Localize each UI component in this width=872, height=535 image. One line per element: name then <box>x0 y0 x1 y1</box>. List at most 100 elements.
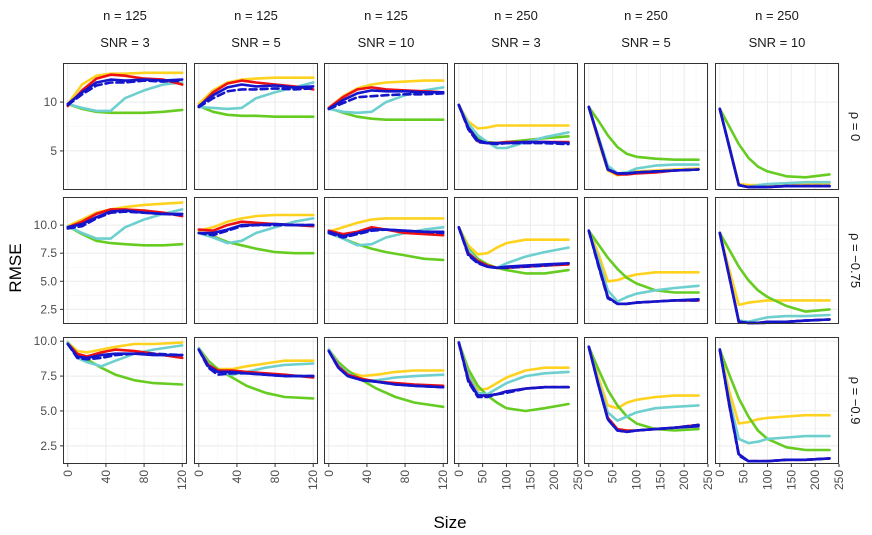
series-line-yellow <box>718 231 831 307</box>
series-line-blue <box>587 345 700 434</box>
panel-border <box>454 337 578 464</box>
facet-strips: n = 125 SNR = 3 n = 125 SNR = 5 n = 125 SNR =… <box>100 8 863 424</box>
series-line-blue <box>66 209 184 229</box>
series-line-blue <box>718 107 831 189</box>
series-line-blue-dashed <box>197 87 315 109</box>
series-line-blue <box>66 78 184 106</box>
facet-col-n-label: n = 125 <box>103 8 147 23</box>
series-line-blue <box>587 105 700 175</box>
facet-col-n-label: n = 250 <box>494 8 538 23</box>
facet-panel <box>63 337 187 464</box>
facet-panel <box>454 63 579 190</box>
panel-border <box>194 197 318 324</box>
y-tick-label: 7.5 <box>40 246 57 260</box>
series-line-cyan <box>457 103 570 150</box>
series-line-yellow <box>66 341 184 354</box>
series-line-cyan <box>66 81 184 113</box>
x-tick-label: 100 <box>499 470 513 490</box>
x-tick-label: 0 <box>192 470 206 477</box>
x-tick-label: 150 <box>653 470 667 490</box>
facet-panel <box>194 197 318 324</box>
x-tick-label: 40 <box>99 470 113 484</box>
x-axis-title: Size <box>433 513 466 532</box>
x-tick-label: 80 <box>137 470 151 484</box>
panel-border <box>584 337 708 464</box>
series-line-yellow <box>457 226 570 256</box>
series-line-yellow <box>66 71 184 106</box>
series-line-cyan <box>197 217 315 245</box>
series-line-green <box>587 105 700 161</box>
facet-panel <box>63 63 187 190</box>
facet-panel <box>194 337 318 464</box>
panel-background <box>715 197 839 324</box>
series-line-green <box>718 231 831 313</box>
x-tick-label: 0 <box>61 470 75 477</box>
x-tick-label: 100 <box>760 470 774 490</box>
series-line-yellow <box>587 345 700 410</box>
series-line-blue-dashed <box>327 92 445 111</box>
facet-panel <box>584 197 709 324</box>
panel-background <box>454 337 578 464</box>
x-tick-label: 40 <box>230 470 244 484</box>
x-tick-label: 100 <box>629 470 643 490</box>
series-line-blue <box>197 83 315 108</box>
x-tick-label: 120 <box>175 470 189 490</box>
x-tick-label: 0 <box>582 470 596 477</box>
x-tick-label: 150 <box>523 470 537 490</box>
facet-col-n-label: n = 125 <box>364 8 408 23</box>
series-line-green <box>197 104 315 118</box>
series-line-blue <box>457 226 570 270</box>
facet-col-snr-label: SNR = 5 <box>231 35 281 50</box>
facet-panel <box>324 337 448 464</box>
panel-border <box>715 63 839 190</box>
panel-border <box>194 63 318 190</box>
facet-panel <box>194 63 318 190</box>
x-tick-label: 200 <box>547 470 561 490</box>
x-tick-label: 250 <box>701 470 715 490</box>
facet-panel <box>715 63 840 190</box>
series-line-blue <box>197 222 315 235</box>
facet-col-snr-label: SNR = 3 <box>100 35 150 50</box>
series-line-yellow <box>327 217 445 234</box>
series-line-cyan <box>587 229 700 303</box>
y-tick-label: 7.5 <box>40 369 57 383</box>
panel-border <box>324 63 448 190</box>
panel-border <box>63 197 187 324</box>
series-line-cyan <box>457 341 570 396</box>
series-line-blue <box>718 231 831 325</box>
series-line-blue <box>457 103 570 145</box>
series-line-blue <box>197 348 315 378</box>
facet-panel <box>454 197 579 324</box>
facet-col-snr-label: SNR = 5 <box>621 35 671 50</box>
x-tick-label: 120 <box>306 470 320 490</box>
series-line-green <box>327 348 445 409</box>
panel-border <box>194 337 318 464</box>
panel-border <box>584 197 708 324</box>
series-line-blue <box>457 341 570 397</box>
facet-col-snr-label: SNR = 10 <box>358 35 415 50</box>
panel-border <box>715 197 839 324</box>
panel-border <box>454 63 578 190</box>
panel-border <box>63 63 187 190</box>
x-tick-label: 0 <box>713 470 727 477</box>
x-tick-label: 250 <box>832 470 846 490</box>
panel-border <box>324 197 448 324</box>
series-line-yellow <box>457 103 570 130</box>
series-line-blue <box>327 228 445 238</box>
y-tick-label: 10.0 <box>34 218 58 232</box>
x-tick-label: 0 <box>452 470 466 477</box>
y-tick-label: 10 <box>44 95 58 109</box>
y-tick-label: 10.0 <box>34 334 58 348</box>
x-tick-label: 80 <box>268 470 282 484</box>
facet-panel <box>584 63 709 190</box>
series-line-green <box>587 229 700 294</box>
facet-panels <box>63 63 840 464</box>
facet-row-rho-label: ρ = −0.75 <box>848 233 863 288</box>
panel-border <box>454 197 578 324</box>
series-line-yellow <box>197 213 315 232</box>
x-tick-label: 120 <box>436 470 450 490</box>
panel-border <box>715 337 839 464</box>
facet-col-n-label: n = 250 <box>755 8 799 23</box>
series-line-yellow <box>457 341 570 392</box>
